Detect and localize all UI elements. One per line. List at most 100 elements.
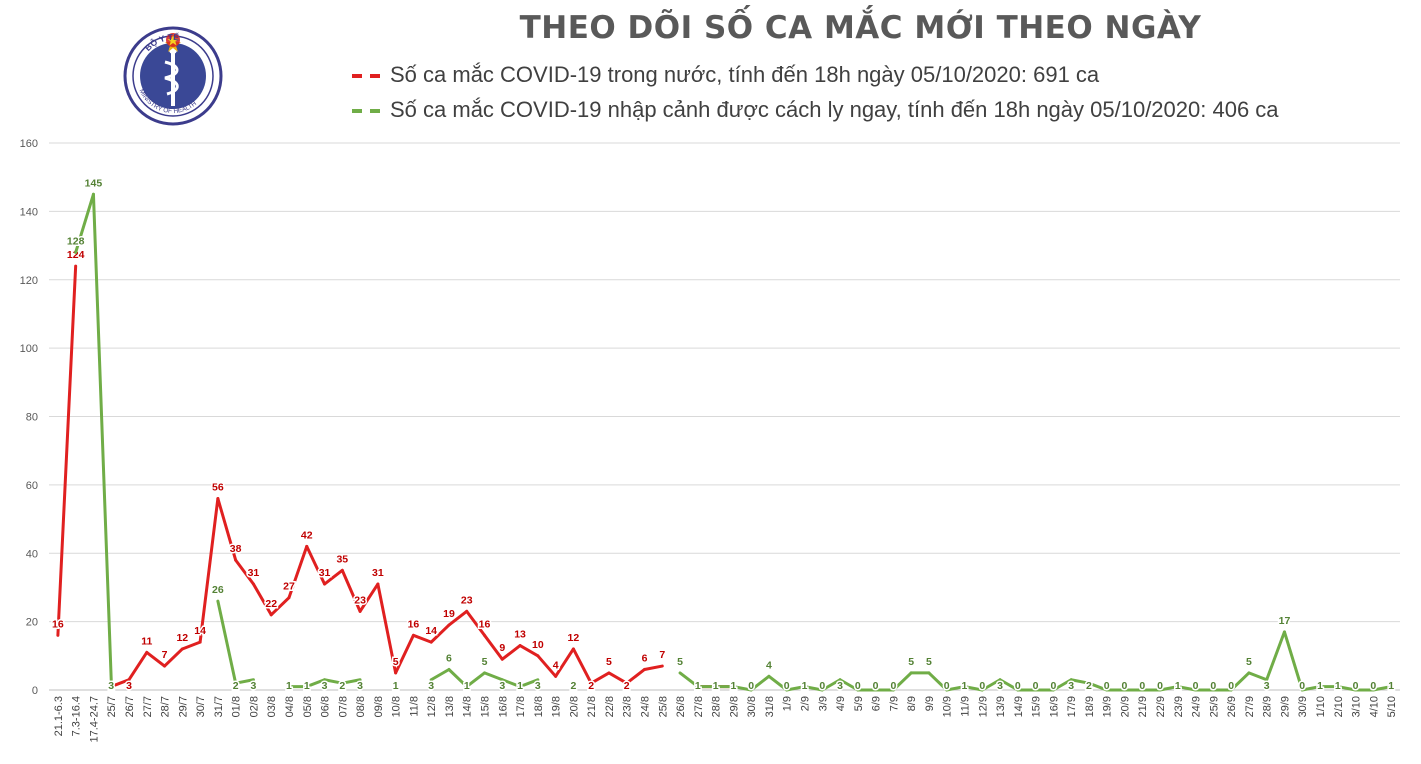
series-1-data-label: 0: [748, 680, 754, 692]
series-1-segment: [678, 671, 700, 689]
x-tick-label: 2/9: [799, 696, 811, 711]
x-tick-label: 15/8: [480, 696, 492, 717]
x-tick-label: 21/8: [586, 696, 598, 717]
x-tick-label: 23/9: [1173, 696, 1185, 717]
x-tick-label: 05/8: [302, 696, 314, 717]
x-tick-label: 30/9: [1297, 696, 1309, 717]
x-tick-label: 1/9: [782, 696, 794, 711]
series-1-data-label: 0: [1015, 680, 1021, 692]
series-0-data-label: 31: [248, 567, 260, 579]
series-1-segment: [980, 678, 1002, 692]
series-0-data-label: 3: [126, 680, 132, 692]
x-tick-label: 15/9: [1031, 696, 1043, 717]
series-0-data-label: 14: [194, 625, 206, 637]
series-0-data-label: 31: [372, 567, 384, 579]
series-1-segment: [802, 685, 824, 692]
y-tick-label: 20: [26, 617, 38, 629]
series-1-data-label: 0: [1033, 680, 1039, 692]
x-tick-label: 7/9: [888, 696, 900, 711]
series-0-data-label: 6: [642, 652, 648, 664]
series-1-segment: [447, 667, 469, 689]
x-tick-label: 10/9: [942, 696, 954, 717]
legend-swatch-domestic: [352, 74, 380, 79]
series-0-segment: [305, 544, 327, 586]
series-1-segment: [945, 685, 966, 692]
series-1-data-label: 0: [1228, 680, 1234, 692]
series-0-data-label: 124: [67, 249, 85, 261]
series-1-data-label: 1: [1388, 680, 1394, 692]
series-1-segment: [1229, 671, 1251, 692]
series-1-segment: [216, 599, 238, 685]
series-1-segment: [927, 671, 949, 692]
x-tick-label: 03/8: [266, 696, 278, 717]
series-0-segment: [571, 647, 593, 685]
series-1-data-label: 3: [108, 680, 114, 692]
x-tick-label: 27/8: [693, 696, 705, 717]
series-1-data-label: 0: [1299, 680, 1305, 692]
series-0-segment: [465, 609, 487, 637]
series-0-data-label: 12: [176, 632, 188, 644]
x-tick-label: 12/9: [977, 696, 989, 717]
series-0-segment: [323, 568, 344, 586]
series-1-data-label: 1: [695, 680, 701, 692]
series-1-segment: [74, 192, 95, 254]
x-tick-label: 19/8: [551, 696, 563, 717]
series-1-segment: [749, 674, 771, 692]
series-1-data-label: 3: [499, 680, 505, 692]
x-tick-label: 20/9: [1119, 696, 1131, 717]
series-1-data-label: 1: [730, 680, 736, 692]
x-tick-label: 13/8: [444, 696, 456, 717]
series-0-segment: [145, 650, 167, 668]
series-1-segment: [1069, 678, 1091, 685]
x-tick-label: 26/8: [675, 696, 687, 717]
series-1-data-label: 3: [837, 680, 843, 692]
series-1-segment: [1371, 685, 1393, 692]
x-tick-label: 16/9: [1048, 696, 1060, 717]
x-tick-label: 24/9: [1191, 696, 1203, 717]
x-tick-label: 20/8: [568, 696, 580, 717]
series-0-segment: [251, 582, 273, 617]
y-tick-label: 80: [26, 412, 38, 424]
series-0-segment: [589, 671, 611, 685]
legend-swatch-imported: [352, 109, 380, 114]
x-tick-label: 12/8: [426, 696, 438, 717]
series-1-data-label: 1: [286, 680, 292, 692]
series-1-data-label: 0: [1139, 680, 1145, 692]
series-1-segment: [998, 678, 1020, 692]
series-1-segment: [1282, 630, 1304, 692]
x-tick-label: 16/8: [497, 696, 509, 717]
series-0-segment: [411, 633, 433, 644]
series-1-data-label: 3: [322, 680, 328, 692]
series-0-segment: [340, 568, 362, 613]
series-1-data-label: 0: [819, 680, 825, 692]
series-0-data-label: 16: [52, 618, 64, 630]
series-0-data-label: 9: [499, 642, 505, 654]
x-tick-label: 24/8: [640, 696, 652, 717]
series-1-segment: [500, 678, 522, 689]
x-tick-label: 25/8: [657, 696, 669, 717]
x-tick-label: 30/8: [746, 696, 758, 717]
x-tick-label: 25/9: [1208, 696, 1220, 717]
series-0-segment: [127, 650, 149, 682]
y-tick-label: 160: [20, 138, 38, 150]
series-1-data-label: 1: [962, 680, 968, 692]
y-tick-label: 60: [26, 480, 38, 492]
series-1-data-label: 3: [997, 680, 1003, 692]
x-tick-label: 3/10: [1351, 696, 1363, 717]
x-tick-label: 3/9: [817, 696, 829, 711]
series-1-segment: [234, 678, 255, 685]
series-1-segment: [767, 674, 789, 692]
series-1-data-label: 1: [464, 680, 470, 692]
series-1-data-label: 3: [1264, 680, 1270, 692]
x-tick-label: 02/8: [248, 696, 260, 717]
series-1-segment: [91, 192, 113, 682]
x-tick-label: 13/9: [995, 696, 1007, 717]
series-1-segment: [1176, 685, 1198, 692]
series-1-data-label: 0: [1370, 680, 1376, 692]
series-1-segment: [1336, 685, 1358, 692]
series-0-segment: [536, 654, 558, 678]
series-1-segment: [429, 667, 451, 682]
series-0-segment: [198, 497, 220, 644]
x-tick-label: 25/7: [106, 696, 118, 717]
